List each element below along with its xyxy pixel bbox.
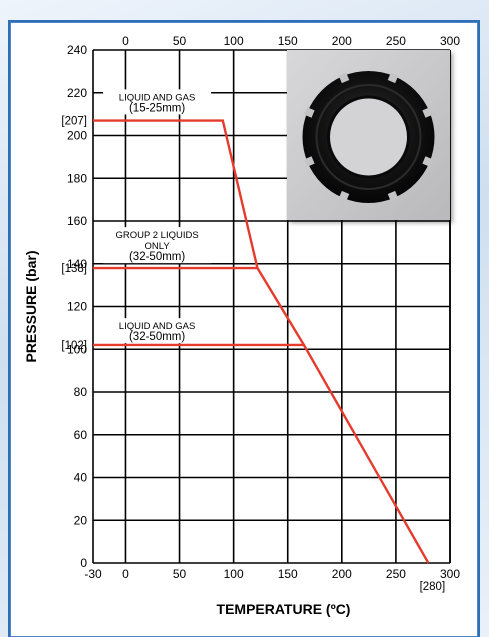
lock-ring-notch	[304, 156, 315, 167]
y-special-label-138: [138]	[61, 263, 87, 275]
x-bottom-tick-label-0: 0	[122, 567, 129, 581]
y-tick-label-160: 160	[67, 214, 87, 228]
y-axis-title: PRESSURE (bar)	[23, 250, 39, 362]
y-tick-label-20: 20	[74, 513, 88, 527]
x-bottom-tick-label-300: 300	[440, 567, 460, 581]
inset-photo	[287, 50, 450, 220]
y-tick-label-100: 100	[67, 342, 87, 356]
x-axis-title: TEMPERATURE (ºC)	[217, 601, 351, 617]
x-top-tick-label-150: 150	[278, 34, 298, 48]
lock-ring-notch	[422, 107, 433, 118]
x-top-tick-label-50: 50	[173, 34, 187, 48]
annotation-label-2-0: LIQUID AND GAS	[119, 321, 196, 332]
y-tick-label-240: 240	[67, 43, 87, 57]
lock-ring-notch	[338, 190, 350, 202]
grid-lines	[92, 49, 451, 564]
y-tick-label-40: 40	[74, 471, 88, 485]
y-tick-label-120: 120	[67, 300, 87, 314]
annotation-label-0-0: LIQUID AND GAS	[119, 92, 196, 103]
annotation-bg-1	[103, 227, 212, 264]
lock-ring-notch	[422, 156, 433, 167]
y-special-label-207: [207]	[61, 116, 87, 128]
x-bottom-tick-label-200: 200	[332, 567, 352, 581]
y-tick-label-180: 180	[67, 171, 87, 185]
x-special-label-280: [280]	[420, 581, 446, 593]
x-top-tick-label-0: 0	[122, 34, 129, 48]
annotation-bg-2	[103, 318, 212, 344]
annotation-labels: LIQUID AND GAS(15-25mm)GROUP 2 LIQUIDSON…	[103, 89, 212, 344]
x-top-tick-label-300: 300	[440, 34, 460, 48]
lock-ring-groove	[315, 84, 422, 190]
axis-titles: TEMPERATURE (ºC) PRESSURE (bar)	[23, 250, 350, 617]
annotation-label-2-1: (32-50mm)	[129, 331, 185, 343]
y-tick-label-60: 60	[74, 428, 88, 442]
x-top-tick-label-250: 250	[386, 34, 406, 48]
y-special-label-102: [102]	[61, 340, 87, 352]
annotation-label-0-1: (15-25mm)	[129, 102, 185, 114]
tick-labels: 0 20 40 60 80 100 120 140 160 180 200 220 240 [207] [1…	[61, 34, 460, 593]
x-bottom-tick-label-100: 100	[224, 567, 244, 581]
x-top-tick-label-100: 100	[224, 34, 244, 48]
y-tick-label-0: 0	[80, 556, 87, 570]
annotation-label-1-2: (32-50mm)	[129, 251, 185, 263]
x-bottom-tick-label-150: 150	[278, 567, 298, 581]
y-tick-label-140: 140	[67, 257, 87, 271]
lock-ring-notch	[338, 72, 350, 84]
annotation-bg-0	[103, 89, 212, 115]
y-tick-label-80: 80	[74, 385, 88, 399]
annotation-label-1-1: ONLY	[145, 241, 171, 252]
lock-ring-shape	[302, 71, 435, 203]
annotation-label-1-0: GROUP 2 LIQUIDS	[115, 230, 198, 241]
lock-ring-hole	[328, 97, 409, 177]
series-lines	[93, 119, 430, 564]
lock-ring-notch	[387, 190, 399, 202]
x-bottom-tick-label-50: 50	[173, 567, 187, 581]
x-top-tick-label-200: 200	[332, 34, 352, 48]
lock-ring-notch	[304, 107, 315, 118]
x-bottom-tick-label-250: 250	[386, 567, 406, 581]
y-tick-label-220: 220	[67, 86, 87, 100]
x-bottom-tick-label--30: -30	[84, 567, 102, 581]
lock-ring-notch	[387, 72, 399, 84]
y-tick-label-200: 200	[67, 129, 87, 143]
lock-ring-inner-edge	[327, 95, 410, 179]
